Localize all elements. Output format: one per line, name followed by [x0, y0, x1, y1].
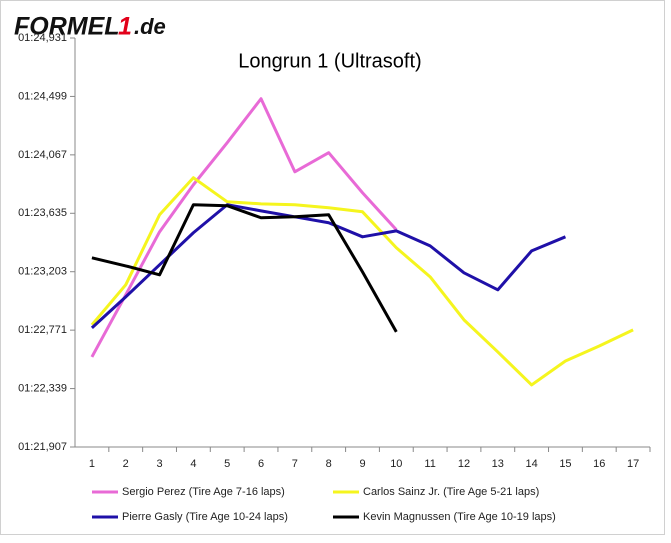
x-tick-label: 1 [89, 458, 95, 470]
y-tick-label: 01:23,635 [18, 207, 67, 219]
series-line [91, 203, 398, 333]
x-tick-label: 13 [492, 458, 504, 470]
x-tick-label: 11 [424, 458, 435, 470]
x-tick-label: 3 [156, 458, 162, 470]
x-tick-label: 7 [292, 458, 298, 470]
logo-part: 1 [118, 13, 132, 41]
series-line [90, 176, 634, 387]
y-tick-label: 01:24,499 [18, 90, 67, 102]
logo: FORMEL 1 .de [14, 13, 166, 41]
legend-label: Sergio Perez (Tire Age 7-16 laps) [122, 486, 285, 498]
x-tick-label: 16 [593, 458, 605, 470]
series-line [90, 97, 398, 358]
x-tick-label: 4 [190, 458, 196, 470]
x-tick-label: 12 [458, 458, 470, 470]
y-tick-label: 01:24,931 [18, 32, 67, 44]
y-tick-label: 01:24,067 [18, 149, 67, 161]
legend-label: Carlos Sainz Jr. (Tire Age 5-21 laps) [363, 486, 539, 498]
x-tick-label: 14 [525, 458, 537, 470]
x-tick-label: 2 [123, 458, 129, 470]
legend-label: Kevin Magnussen (Tire Age 10-19 laps) [363, 511, 556, 523]
x-tick-label: 15 [559, 458, 571, 470]
x-tick-label: 6 [258, 458, 264, 470]
y-tick-label: 01:21,907 [18, 441, 67, 453]
logo-part: .de [134, 14, 166, 39]
y-tick-label: 01:22,771 [18, 324, 67, 336]
chart-frame [0, 0, 665, 535]
x-tick-label: 5 [224, 458, 230, 470]
logo-part: FORMEL [14, 13, 120, 41]
x-tick-label: 9 [359, 458, 365, 470]
y-tick-label: 01:23,203 [18, 266, 67, 278]
chart-title: Longrun 1 (Ultrasoft) [238, 50, 421, 72]
x-tick-label: 17 [627, 458, 639, 470]
legend-label: Pierre Gasly (Tire Age 10-24 laps) [122, 511, 288, 523]
x-tick-label: 10 [390, 458, 402, 470]
x-tick-label: 8 [326, 458, 332, 470]
y-tick-label: 01:22,339 [18, 382, 67, 394]
